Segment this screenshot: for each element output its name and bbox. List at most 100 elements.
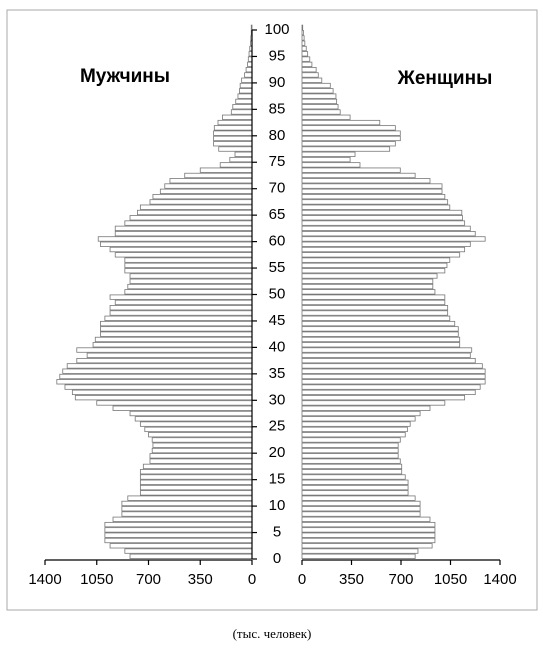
bar: [129, 278, 253, 284]
bar: [301, 225, 471, 232]
bar: [301, 347, 473, 353]
y-tick-label: 80: [269, 127, 286, 144]
bar: [301, 104, 339, 110]
bar: [301, 88, 334, 94]
bar: [121, 511, 253, 517]
y-tick-label: 25: [269, 418, 286, 435]
bar: [74, 395, 253, 401]
bar: [301, 283, 434, 290]
series-label: Мужчины: [80, 66, 170, 87]
y-tick-label: 15: [269, 471, 286, 488]
bar: [301, 268, 446, 274]
bar: [62, 368, 253, 374]
bar: [213, 141, 253, 147]
bar: [139, 474, 253, 480]
bar: [97, 236, 253, 242]
bar: [301, 246, 466, 253]
bar: [144, 426, 253, 433]
x-tick-label: 350: [188, 571, 213, 588]
bar: [247, 61, 253, 68]
bar: [213, 130, 253, 136]
bar: [301, 315, 451, 321]
bar: [114, 252, 253, 258]
bar: [301, 368, 486, 374]
bar: [301, 342, 461, 348]
bar: [234, 151, 253, 157]
bar: [301, 125, 396, 131]
bar: [112, 405, 253, 411]
y-tick-label: 70: [269, 180, 286, 197]
bar: [229, 156, 253, 163]
bar: [301, 236, 486, 242]
bar: [121, 506, 253, 512]
bar: [301, 273, 438, 279]
bar: [121, 500, 253, 507]
bar: [301, 215, 463, 221]
y-tick-label: 20: [269, 444, 286, 461]
bar: [230, 109, 253, 115]
bar: [301, 45, 307, 52]
bar: [301, 463, 403, 470]
bar: [301, 458, 401, 464]
bar: [301, 320, 456, 327]
bar: [104, 537, 253, 544]
bar: [104, 532, 253, 538]
bar: [129, 553, 253, 559]
bar: [139, 484, 253, 491]
bar: [301, 257, 451, 263]
bar: [213, 135, 253, 142]
bar: [152, 442, 253, 448]
bar: [301, 395, 466, 401]
bar: [301, 278, 434, 284]
x-tick-label: 1050: [80, 571, 113, 588]
bar: [301, 209, 463, 216]
bar: [301, 495, 416, 501]
bar: [301, 474, 406, 480]
bar: [301, 405, 431, 411]
bar: [301, 93, 337, 99]
bar: [129, 215, 253, 221]
bar: [301, 130, 401, 136]
bar: [112, 516, 253, 522]
x-tick-label: 1400: [483, 571, 516, 588]
bar: [137, 209, 253, 216]
x-tick-label: 0: [248, 571, 256, 588]
bar: [237, 93, 253, 99]
bar: [124, 268, 253, 274]
bar: [301, 162, 361, 168]
bar: [148, 432, 253, 438]
bar: [301, 305, 449, 311]
bar: [301, 77, 323, 83]
bar: [301, 109, 341, 115]
bar: [301, 61, 313, 68]
bar: [244, 72, 253, 78]
bar: [301, 135, 401, 142]
bar: [114, 225, 253, 232]
bar: [301, 479, 409, 485]
bar: [301, 29, 304, 36]
bar: [100, 331, 253, 337]
y-tick-label: 85: [269, 100, 286, 117]
bar: [301, 373, 486, 380]
bar: [104, 315, 253, 321]
bar: [232, 104, 253, 110]
bar: [301, 357, 476, 364]
bar: [199, 167, 253, 173]
bar: [235, 98, 253, 105]
bar: [139, 490, 253, 496]
bar: [127, 495, 253, 501]
bar: [301, 82, 331, 89]
bar: [76, 347, 253, 353]
bar: [149, 453, 253, 459]
y-tick-label: 75: [269, 153, 286, 170]
bar: [142, 463, 253, 470]
bar: [104, 521, 253, 528]
bar: [301, 469, 403, 475]
bar: [124, 289, 253, 295]
bar: [250, 24, 253, 31]
bar: [301, 379, 486, 385]
bar: [301, 151, 356, 157]
bar: [109, 246, 253, 253]
bar: [301, 426, 408, 433]
